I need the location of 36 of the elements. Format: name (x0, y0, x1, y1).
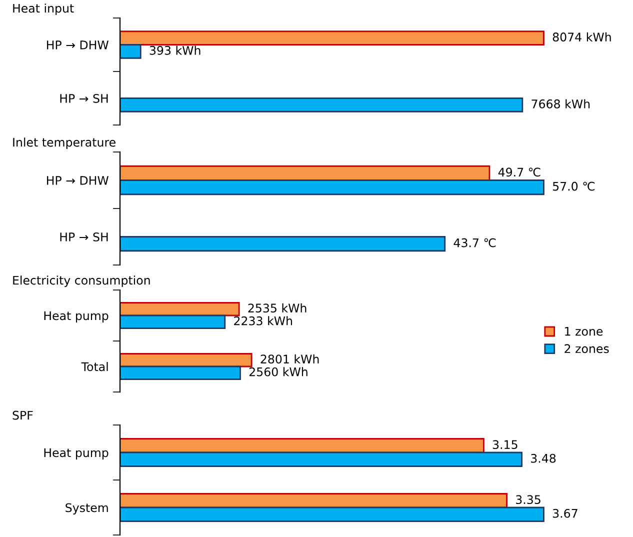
data-label: 2535 kWh (248, 303, 306, 313)
data-label: 3.67 (552, 508, 578, 518)
chart-title: Electricity consumption (13, 276, 150, 287)
data-label: 2801 kWh (260, 354, 319, 364)
data-label: 49.7 ℃ (498, 168, 540, 177)
bar (120, 493, 508, 508)
bar (120, 452, 522, 467)
data-label: 57.0 ℃ (552, 182, 595, 191)
data-label: 3.48 (531, 454, 556, 463)
data-label: 393 kWh (150, 46, 200, 55)
y-tick-label: Heat pump (44, 311, 108, 322)
y-tick-label: System (66, 503, 108, 514)
bar (120, 438, 484, 454)
y-tick-label: Heat pump (44, 448, 108, 460)
text: SPF (12, 410, 33, 420)
legend-label: 1 zone (565, 326, 603, 336)
data-label: 8074 kWh (552, 32, 611, 42)
bar (120, 314, 226, 329)
bar (120, 302, 240, 316)
data-label: 2560 kWh (249, 367, 308, 376)
data-label: 2233 kWh (234, 316, 292, 326)
chart-title: Inlet temperature (13, 138, 116, 149)
data-label: 3.35 (516, 495, 540, 504)
y-tick-label: HP → DHW (47, 176, 109, 185)
data-label: 3.15 (492, 440, 518, 450)
bar (120, 506, 544, 522)
bar (120, 353, 252, 368)
data-label: 43.7 ℃ (454, 238, 496, 248)
y-tick-label: HP → DHW (47, 40, 109, 50)
legend-label: 2 zones (564, 344, 609, 354)
bar (120, 366, 241, 380)
y-tick-label: Total (81, 362, 108, 372)
y-tick-label: HP → SH (60, 94, 108, 103)
chart-title: Heat input (13, 4, 74, 15)
data-label: 7668 kWh (532, 99, 590, 108)
y-tick-label: HP → SH (60, 232, 108, 242)
